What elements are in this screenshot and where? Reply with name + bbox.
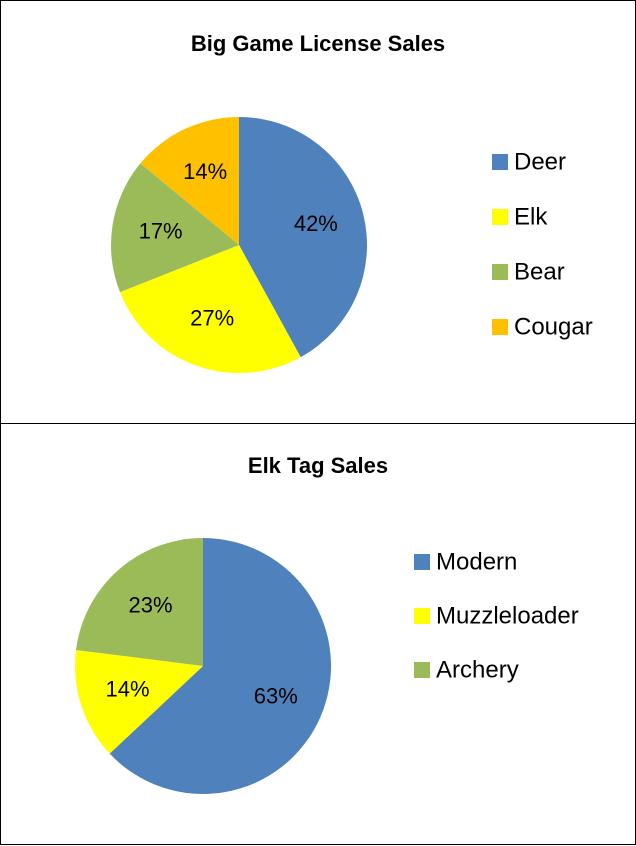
pie-slice xyxy=(74,649,203,754)
legend-label: Elk xyxy=(514,203,548,230)
legend-swatch xyxy=(492,319,508,335)
chart-title: Big Game License Sales xyxy=(191,31,445,56)
pie-slice xyxy=(76,538,203,666)
legend-swatch xyxy=(492,209,508,225)
legend-label: Bear xyxy=(514,258,565,285)
legend-swatch xyxy=(414,608,430,624)
legend-label: Modern xyxy=(436,548,517,575)
data-label: 27% xyxy=(190,305,234,330)
pie-slice xyxy=(239,117,367,358)
data-label: 14% xyxy=(183,159,227,184)
legend-swatch xyxy=(492,264,508,280)
pie-slice xyxy=(111,163,239,293)
data-label: 42% xyxy=(294,211,338,236)
legend-label: Cougar xyxy=(514,313,593,340)
pie-slice xyxy=(140,117,239,245)
legend-label: Deer xyxy=(514,148,566,175)
pie-slice xyxy=(119,245,301,373)
legend-label: Muzzleloader xyxy=(436,602,579,629)
legend-swatch xyxy=(414,554,430,570)
legend-swatch xyxy=(414,662,430,678)
chart-title: Elk Tag Sales xyxy=(248,453,388,478)
pie-slice xyxy=(109,538,331,794)
data-label: 17% xyxy=(139,218,183,243)
legend-swatch xyxy=(492,154,508,170)
data-label: 14% xyxy=(106,676,150,701)
data-label: 63% xyxy=(254,683,298,708)
legend-label: Archery xyxy=(436,656,519,683)
data-label: 23% xyxy=(128,592,172,617)
